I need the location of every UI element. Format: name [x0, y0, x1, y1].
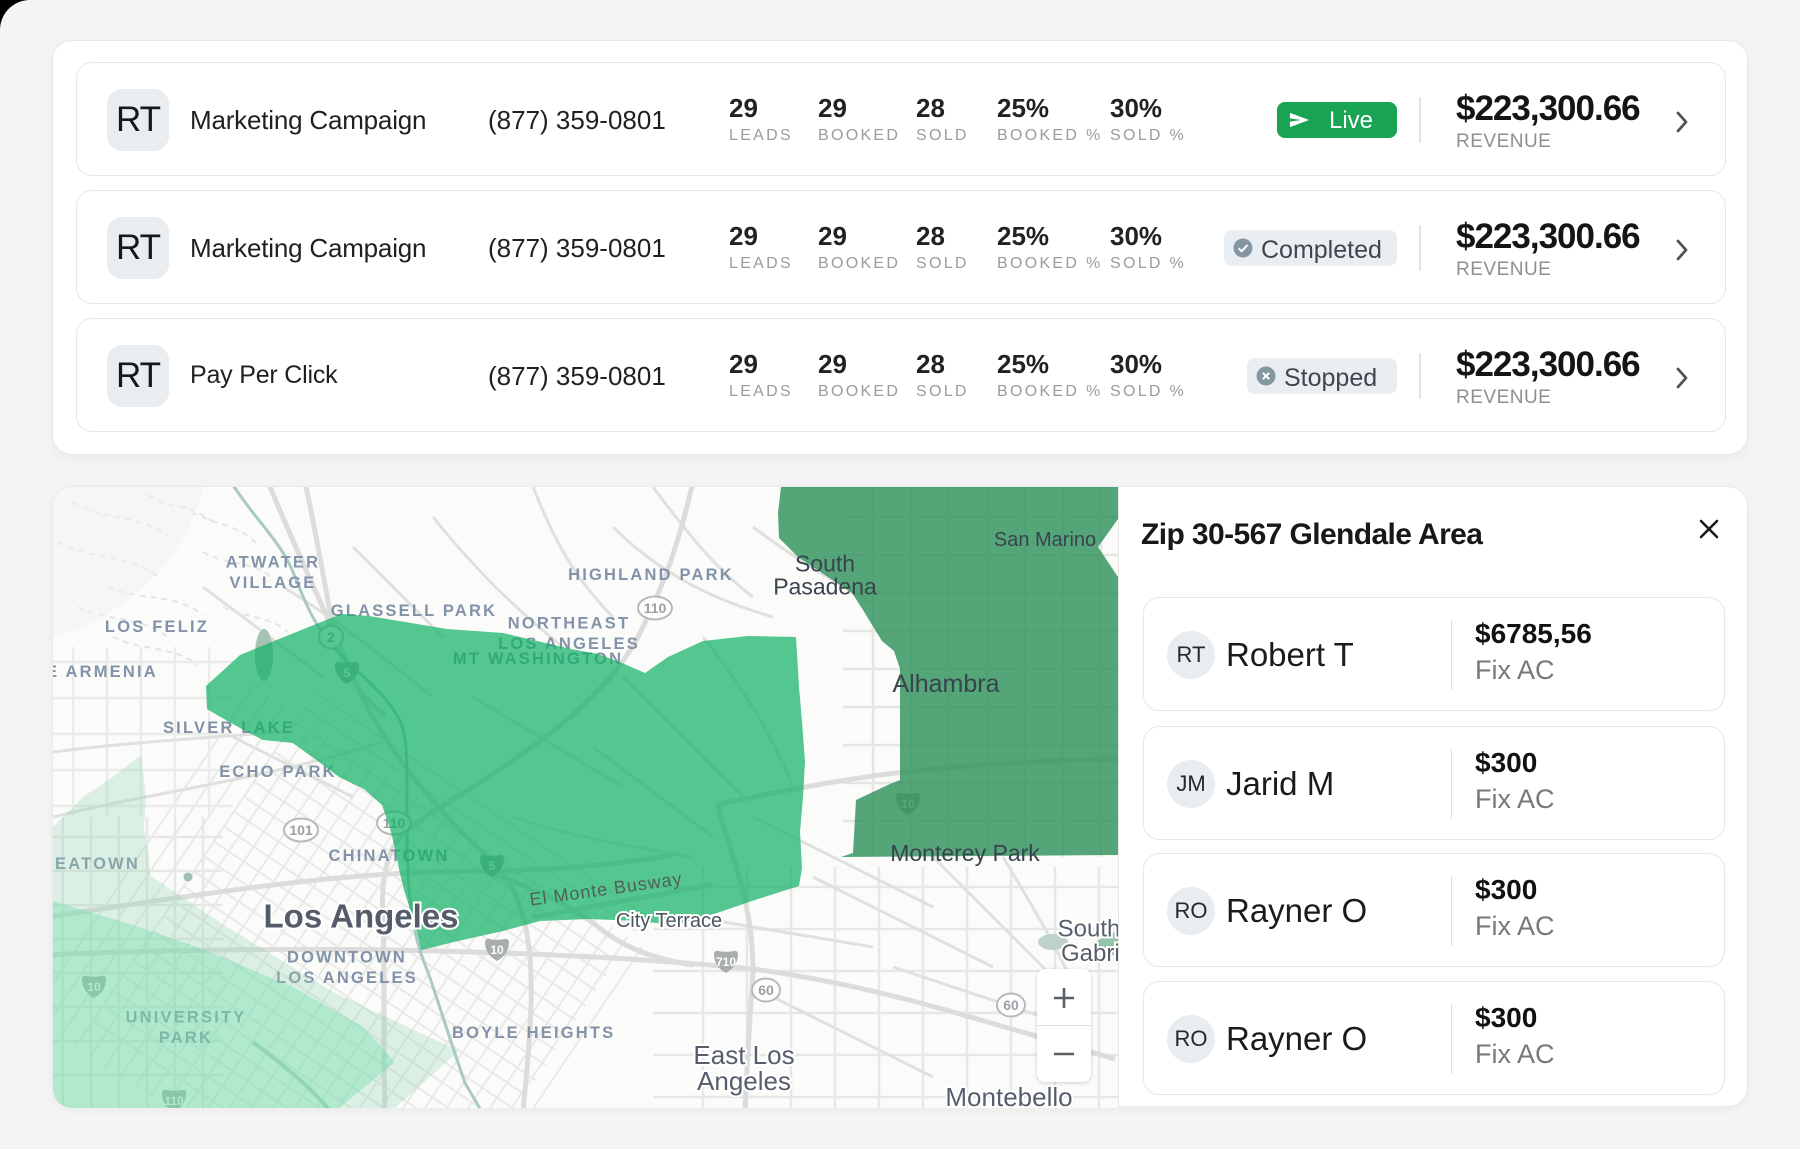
svg-text:60: 60 — [758, 982, 774, 998]
svg-text:Pasadena: Pasadena — [773, 574, 877, 600]
svg-text:Monterey Park: Monterey Park — [890, 840, 1040, 866]
svg-text:10: 10 — [87, 980, 101, 994]
svg-text:LOS ANGELES: LOS ANGELES — [276, 969, 418, 987]
svg-text:San Marino: San Marino — [994, 529, 1096, 551]
svg-text:10: 10 — [490, 943, 504, 957]
svg-text:BOYLE HEIGHTS: BOYLE HEIGHTS — [452, 1024, 615, 1042]
svg-text:LOS FELIZ: LOS FELIZ — [105, 618, 209, 636]
svg-text:Los Angeles: Los Angeles — [264, 898, 459, 935]
svg-text:EATOWN: EATOWN — [55, 855, 140, 873]
svg-text:GLASSELL PARK: GLASSELL PARK — [331, 602, 497, 620]
svg-text:ECHO PARK: ECHO PARK — [219, 763, 337, 781]
svg-text:PARK: PARK — [159, 1029, 213, 1047]
svg-text:South: South — [795, 551, 855, 577]
svg-text:710: 710 — [716, 955, 736, 969]
svg-text:City Terrace: City Terrace — [616, 910, 722, 932]
svg-text:110: 110 — [164, 1094, 184, 1108]
svg-text:Alhambra: Alhambra — [893, 670, 1000, 698]
svg-text:East Los: East Los — [693, 1040, 794, 1070]
svg-text:101: 101 — [289, 822, 313, 838]
svg-text:NORTHEAST: NORTHEAST — [508, 614, 630, 632]
svg-text:Angeles: Angeles — [697, 1066, 791, 1096]
svg-text:60: 60 — [1003, 997, 1019, 1013]
svg-text:VILLAGE: VILLAGE — [230, 574, 317, 592]
svg-text:ATWATER: ATWATER — [226, 553, 321, 571]
svg-text:DOWNTOWN: DOWNTOWN — [287, 948, 407, 966]
svg-text:UNIVERSITY: UNIVERSITY — [125, 1008, 246, 1026]
svg-text:110: 110 — [644, 600, 667, 616]
svg-text:South: South — [1058, 915, 1118, 942]
svg-text:HIGHLAND PARK: HIGHLAND PARK — [568, 566, 734, 584]
svg-text:E ARMENIA: E ARMENIA — [53, 663, 158, 681]
svg-text:Montebello: Montebello — [945, 1082, 1072, 1108]
svg-text:Gabriel: Gabriel — [1061, 940, 1118, 967]
